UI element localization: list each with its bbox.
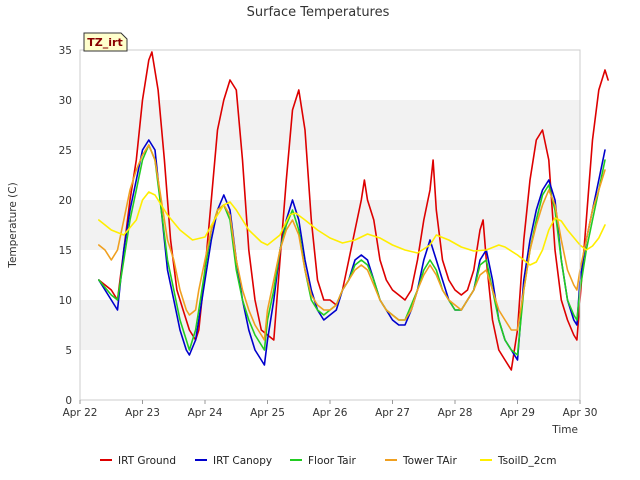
series-layer <box>98 51 609 371</box>
series-line-irt-canopy <box>98 139 606 366</box>
x-tick-label: Apr 28 <box>438 407 473 419</box>
y-tick-label: 20 <box>59 195 72 207</box>
y-tick-label: 15 <box>59 245 72 257</box>
y-tick-label: 25 <box>59 145 72 157</box>
grid-band <box>80 300 580 350</box>
series-line-irt-ground <box>98 51 609 371</box>
plot-background-bands <box>80 50 580 400</box>
y-axis-label: Temperature (C) <box>7 182 19 268</box>
y-tick-label: 5 <box>65 345 72 357</box>
legend-label-tsoild-2cm: TsoilD_2cm <box>497 455 556 467</box>
grid-band <box>80 100 580 150</box>
y-tick-label: 35 <box>59 45 72 57</box>
series-line-tsoild-2cm <box>98 191 606 266</box>
legend-label-floor-tair: Floor Tair <box>308 455 356 467</box>
site-badge-label: TZ_irt <box>87 36 122 49</box>
grid-band <box>80 200 580 250</box>
series-line-tower-tair <box>98 144 606 341</box>
y-tick-label: 0 <box>65 395 72 407</box>
x-tick-label: Apr 25 <box>250 407 285 419</box>
x-axis-label: Time <box>551 424 578 436</box>
x-tick-label: Apr 22 <box>63 407 98 419</box>
grid-band <box>80 150 580 200</box>
legend-label-tower-tair: Tower TAir <box>402 455 457 467</box>
grid-band <box>80 50 580 100</box>
x-tick-label: Apr 24 <box>188 407 223 419</box>
y-tick-label: 30 <box>59 95 72 107</box>
chart-title: Surface Temperatures <box>247 5 390 20</box>
grid-band <box>80 350 580 400</box>
y-tick-label: 10 <box>59 295 72 307</box>
x-tick-label: Apr 26 <box>313 407 348 419</box>
legend-label-irt-canopy: IRT Canopy <box>213 455 272 467</box>
x-tick-label: Apr 23 <box>125 407 160 419</box>
grid-band <box>80 250 580 300</box>
site-badge: TZ_irt <box>83 32 128 52</box>
x-axis: Apr 22 Apr 23 Apr 24 Apr 25 Apr 26 Apr 27 Apr … <box>63 400 598 419</box>
x-tick-label: Apr 27 <box>375 407 410 419</box>
x-tick-label: Apr 30 <box>563 407 598 419</box>
x-tick-label: Apr 29 <box>500 407 535 419</box>
y-axis: 0 5 10 15 20 25 30 35 <box>59 45 72 407</box>
legend: IRT Ground IRT Canopy Floor Tair Tower TAir… <box>100 455 556 467</box>
legend-label-irt-ground: IRT Ground <box>118 455 176 467</box>
